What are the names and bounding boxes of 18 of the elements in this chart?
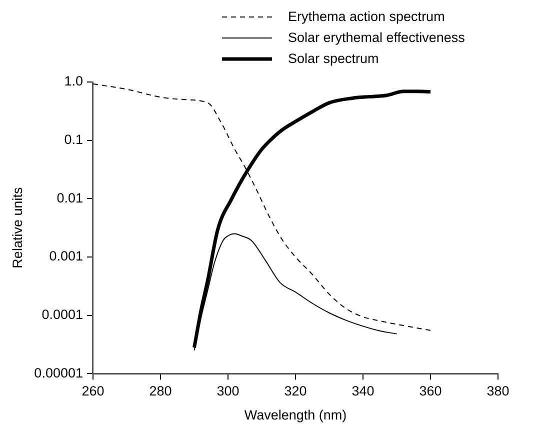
x-tick-label: 320	[284, 383, 307, 398]
x-axis-title: Wavelength (nm)	[244, 408, 347, 423]
x-tick-label: 340	[352, 383, 374, 398]
y-tick-label: 0.00001	[34, 365, 83, 380]
y-axis-title: Relative units	[10, 187, 25, 268]
legend-label: Solar spectrum	[288, 51, 379, 66]
x-tick-label: 380	[486, 383, 510, 398]
y-tick-label: 0.1	[64, 132, 83, 148]
x-tick-label: 280	[149, 383, 172, 398]
x-tick-label: 260	[82, 383, 104, 398]
legend-label: Erythema action spectrum	[288, 9, 445, 24]
x-tick-label: 360	[419, 383, 442, 398]
y-tick-label: 0.001	[49, 248, 83, 264]
y-tick-label: 1.0	[64, 74, 83, 89]
y-tick-label: 0.01	[56, 190, 83, 206]
legend-label: Solar erythemal effectiveness	[288, 30, 465, 45]
x-tick-label: 300	[216, 383, 240, 398]
y-tick-label: 0.0001	[42, 307, 83, 322]
